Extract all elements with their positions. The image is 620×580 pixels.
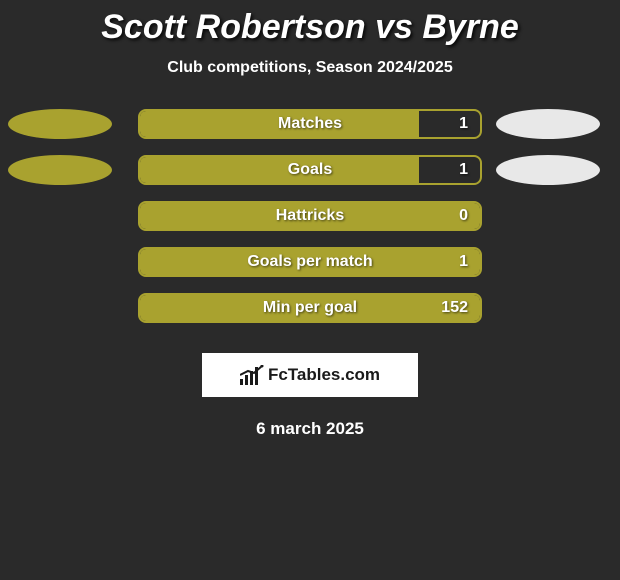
- chart-icon: [240, 365, 264, 385]
- stat-row: Goals per match1: [0, 247, 620, 277]
- stat-bar: Goals1: [138, 155, 482, 185]
- stat-bar: Hattricks0: [138, 201, 482, 231]
- stat-row: Goals1: [0, 155, 620, 185]
- brand-text: FcTables.com: [268, 365, 380, 385]
- stat-row: Hattricks0: [0, 201, 620, 231]
- brand-badge: FcTables.com: [202, 353, 418, 397]
- stat-bar: Matches1: [138, 109, 482, 139]
- stat-label: Goals: [140, 161, 480, 179]
- stat-label: Min per goal: [140, 299, 480, 317]
- stat-label: Goals per match: [140, 253, 480, 271]
- stat-value: 1: [459, 161, 468, 179]
- comparison-card: Scott Robertson vs Byrne Club competitio…: [0, 0, 620, 439]
- left-marker: [8, 109, 112, 139]
- left-marker: [8, 155, 112, 185]
- right-marker: [496, 155, 600, 185]
- stat-label: Matches: [140, 115, 480, 133]
- stat-value: 1: [459, 115, 468, 133]
- stat-label: Hattricks: [140, 207, 480, 225]
- stat-row: Min per goal152: [0, 293, 620, 323]
- stats-rows: Matches1Goals1Hattricks0Goals per match1…: [0, 109, 620, 323]
- stat-value: 152: [441, 299, 468, 317]
- right-marker: [496, 109, 600, 139]
- stat-value: 1: [459, 253, 468, 271]
- card-subtitle: Club competitions, Season 2024/2025: [0, 59, 620, 77]
- card-title: Scott Robertson vs Byrne: [0, 8, 620, 47]
- date-label: 6 march 2025: [0, 419, 620, 439]
- stat-bar: Goals per match1: [138, 247, 482, 277]
- stat-bar: Min per goal152: [138, 293, 482, 323]
- stat-value: 0: [459, 207, 468, 225]
- stat-row: Matches1: [0, 109, 620, 139]
